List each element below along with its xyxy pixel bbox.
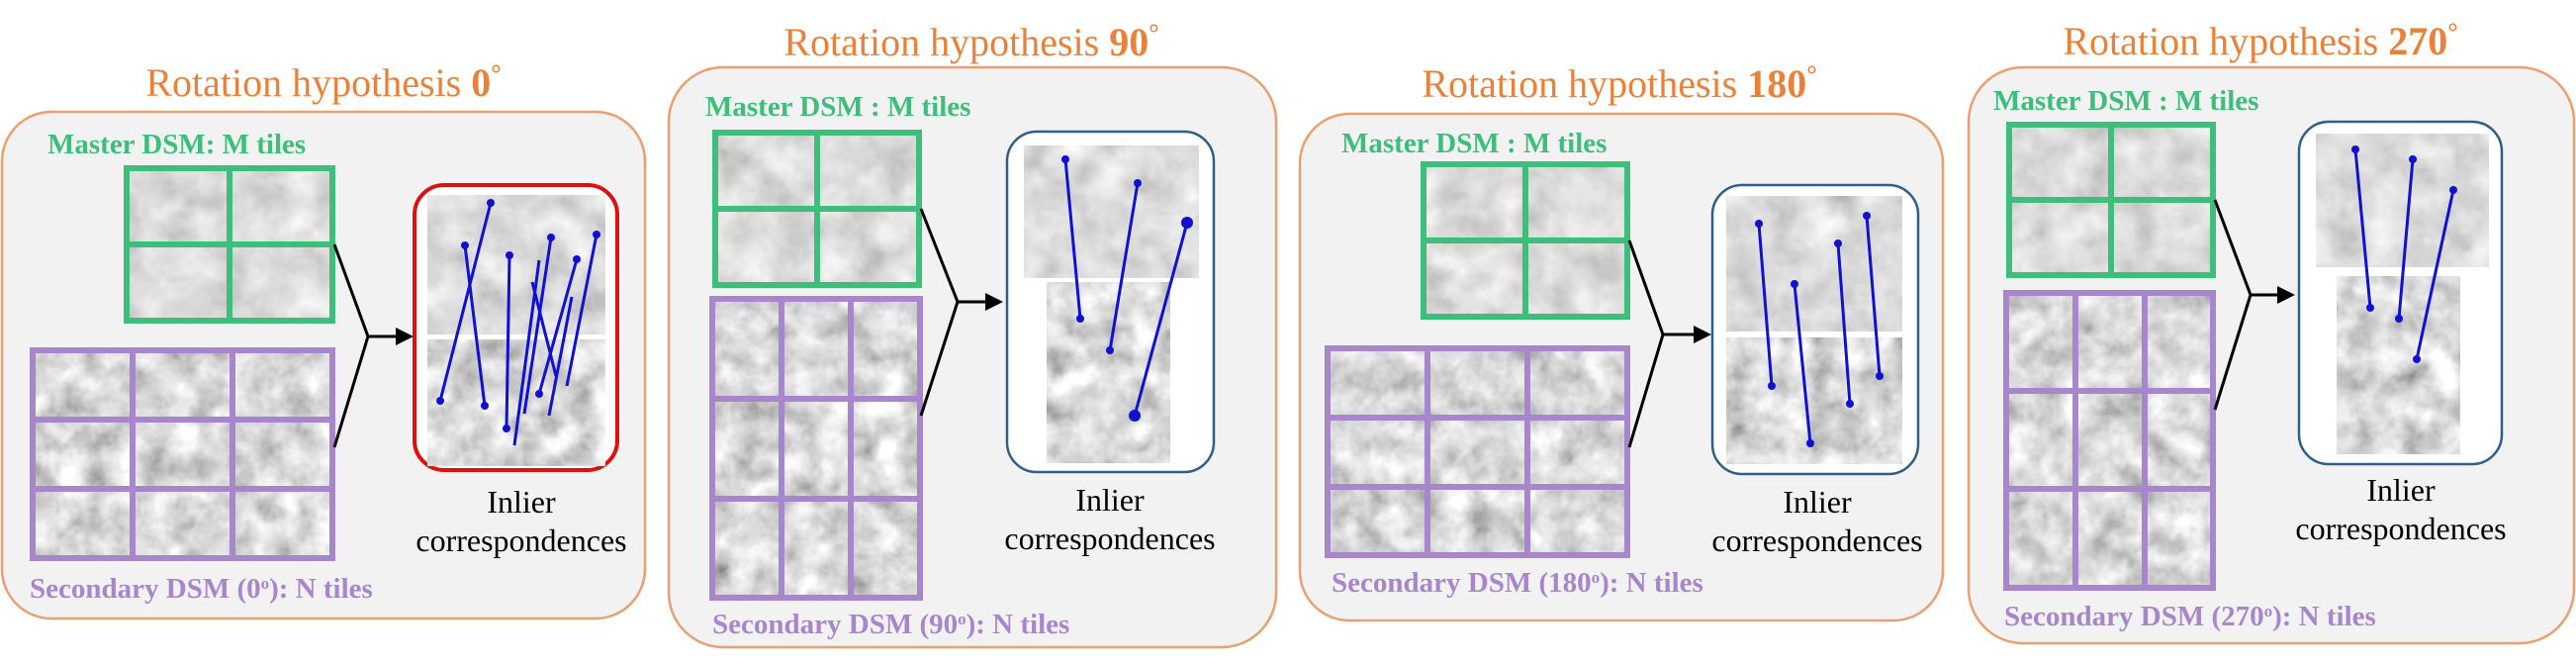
panel-title: Rotation hypothesis 90° <box>783 19 1158 65</box>
inlier-label-line2: correspondences <box>2295 511 2506 546</box>
secondary-dsm-label: Secondary DSM (0o): N tiles <box>30 573 373 605</box>
match-lines <box>438 202 598 446</box>
panel-title: Rotation hypothesis 270° <box>2063 18 2457 64</box>
secondary-dsm-tiles <box>2003 290 2216 591</box>
master-dsm-label: Master DSM : M tiles <box>1993 85 2258 117</box>
secondary-dsm-tiles <box>709 296 923 601</box>
inlier-label-line1: Inlier <box>2366 472 2436 508</box>
secondary-dsm-tiles <box>1325 345 1630 558</box>
master-dsm-tiles <box>1421 161 1630 320</box>
master-dsm-tiles <box>712 130 922 288</box>
panel-rotation-270: Rotation hypothesis 270° Master DSM : M … <box>1967 18 2576 645</box>
master-dsm-label: Master DSM: M tiles <box>47 129 306 160</box>
merge-arrow <box>332 243 414 448</box>
inlier-correspondence-box <box>1710 183 1920 476</box>
match-lines <box>2353 148 2455 360</box>
inlier-correspondence-box <box>1005 130 1216 474</box>
inlier-label-line2: correspondences <box>1711 523 1922 558</box>
secondary-dsm-label: Secondary DSM (270o): N tiles <box>2004 601 2376 632</box>
secondary-dsm-label: Secondary DSM (90o): N tiles <box>712 609 1069 640</box>
master-dsm-label: Master DSM : M tiles <box>705 91 970 123</box>
panel-rotation-180: Rotation hypothesis 180° Master DSM : M … <box>1298 60 1945 622</box>
match-lines <box>1063 158 1189 417</box>
inlier-correspondence-box <box>2297 120 2504 466</box>
inlier-correspondence-box <box>413 183 619 472</box>
inlier-label-line1: Inlier <box>1783 484 1852 520</box>
merge-arrow <box>1627 239 1711 448</box>
master-dsm-label: Master DSM : M tiles <box>1341 128 1607 159</box>
merge-arrow <box>2213 199 2295 411</box>
panel-title: Rotation hypothesis 180° <box>1422 60 1816 107</box>
secondary-dsm-label: Secondary DSM (180o): N tiles <box>1332 567 1703 599</box>
master-dsm-tiles <box>124 165 335 324</box>
secondary-dsm-tiles <box>30 347 335 561</box>
master-dsm-tiles <box>2006 122 2216 278</box>
merge-arrow <box>919 208 1003 417</box>
match-lines <box>1757 215 1882 444</box>
inlier-label-line1: Inlier <box>1075 482 1145 518</box>
panel-title: Rotation hypothesis 0° <box>145 59 501 106</box>
inlier-label-line2: correspondences <box>415 523 626 558</box>
inlier-label-line1: Inlier <box>487 484 556 520</box>
panel-rotation-90: Rotation hypothesis 90° Master DSM : M t… <box>667 19 1278 649</box>
inlier-label-line2: correspondences <box>1004 521 1215 556</box>
panel-rotation-0: Rotation hypothesis 0° Master DSM: M til… <box>0 59 647 620</box>
